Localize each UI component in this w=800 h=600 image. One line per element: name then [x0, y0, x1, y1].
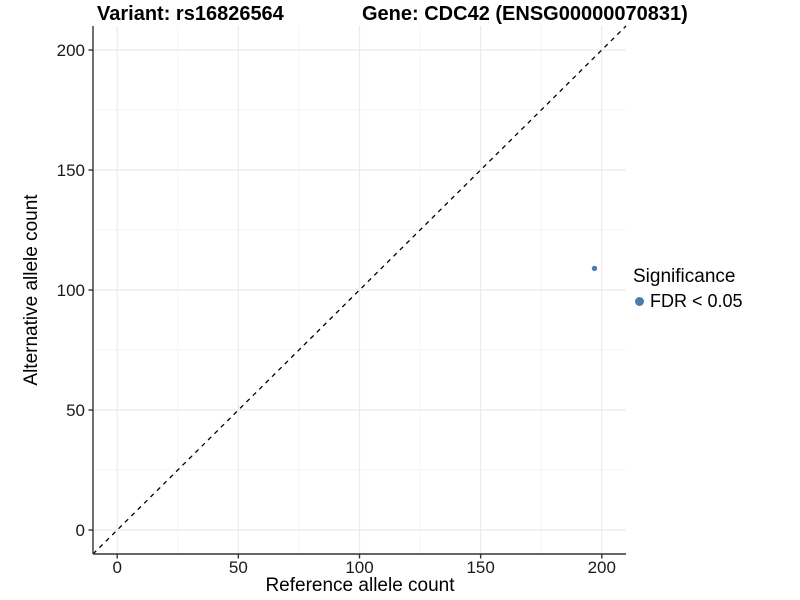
x-tick-label: 200 [588, 558, 616, 577]
x-tick-label: 100 [345, 558, 373, 577]
y-tick-label: 100 [57, 281, 85, 300]
legend-point-icon [635, 297, 644, 306]
legend-item-label: FDR < 0.05 [650, 291, 743, 311]
y-tick-label: 150 [57, 161, 85, 180]
x-tick-label: 150 [466, 558, 494, 577]
plot-title-gene: Gene: CDC42 (ENSG00000070831) [362, 3, 688, 25]
data-point [591, 265, 598, 272]
y-tick-label: 50 [66, 401, 85, 420]
legend-title: Significance [633, 266, 736, 287]
y-axis-title: Alternative allele count [21, 194, 42, 386]
x-tick-label: 50 [229, 558, 248, 577]
legend-item: FDR < 0.05 [635, 291, 743, 312]
x-axis-title: Reference allele count [265, 575, 455, 596]
identity-line [92, 25, 627, 555]
y-tick-label: 200 [57, 41, 85, 60]
legend: Significance FDR < 0.05 [633, 266, 743, 312]
y-tick-label: 0 [76, 521, 85, 540]
plot-title-variant: Variant: rs16826564 [97, 3, 284, 25]
x-tick-label: 0 [112, 558, 121, 577]
